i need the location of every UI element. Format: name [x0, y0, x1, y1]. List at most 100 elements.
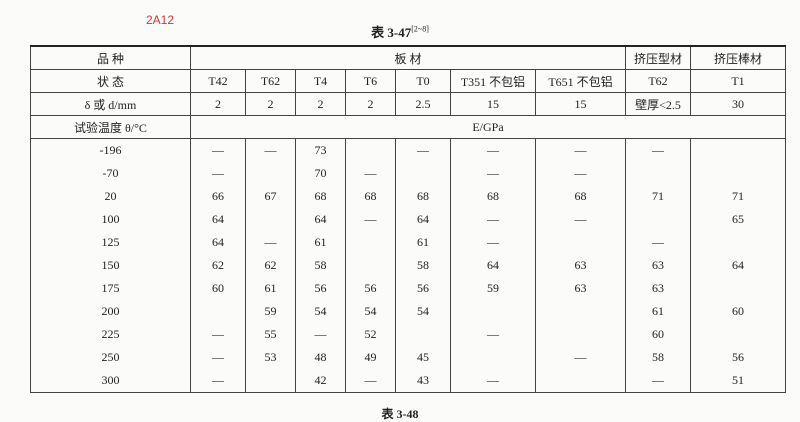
value-cell: —: [190, 323, 246, 346]
data-table: 品 种板 材挤压型材 挤压棒材状 态 T42 T62 T4 T6 T0 T351 不包铝 T65…: [30, 45, 786, 393]
temperature-cell: -196: [30, 138, 191, 162]
value-cell: 52: [345, 323, 396, 346]
title-text: 表 3-47: [371, 25, 412, 40]
data-row: -70—70— — —: [30, 162, 786, 185]
value-cell: —: [345, 208, 396, 231]
value-cell: —: [190, 346, 246, 369]
data-row: 200 59 54 54 54 61 60: [30, 300, 786, 323]
header-cell: 2: [345, 92, 396, 116]
temperature-cell: -70: [30, 162, 191, 185]
value-cell: 42: [295, 369, 346, 393]
value-cell: 64: [190, 208, 246, 231]
value-cell: 62: [245, 254, 296, 277]
value-cell: 58: [395, 254, 451, 277]
temperature-cell: 300: [30, 369, 191, 393]
data-row: 150 62 62 58 58 64 63 63 64: [30, 254, 786, 277]
header-cell: T62: [625, 69, 691, 93]
header-cell: 壁厚<2.5: [625, 92, 691, 116]
value-cell: [245, 369, 296, 393]
value-cell: 49: [345, 346, 396, 369]
value-cell: 61: [245, 277, 296, 300]
value-cell: [535, 231, 626, 254]
value-cell: 65: [690, 208, 786, 231]
data-row: 20 66 67 68 68 68 68 68 71 71: [30, 185, 786, 208]
value-cell: 62: [190, 254, 246, 277]
value-cell: 54: [295, 300, 346, 323]
header-cell: 2: [190, 92, 246, 116]
value-cell: 51: [690, 369, 786, 393]
value-cell: —: [535, 138, 626, 162]
value-cell: 48: [295, 346, 346, 369]
temperature-cell: 125: [30, 231, 191, 254]
header-cell: E/GPa: [190, 115, 786, 139]
value-cell: —: [450, 138, 536, 162]
value-cell: 70: [295, 162, 346, 185]
value-cell: [245, 208, 296, 231]
value-cell: [395, 162, 451, 185]
value-cell: [190, 300, 246, 323]
value-cell: [690, 231, 786, 254]
header-row: 试验温度 θ/°C E/GPa: [30, 115, 786, 139]
header-cell: δ 或 d/mm: [30, 92, 191, 116]
temperature-cell: 175: [30, 277, 191, 300]
value-cell: —: [345, 369, 396, 393]
data-row: 300—42—43— —51: [30, 369, 786, 393]
value-cell: 54: [345, 300, 396, 323]
value-cell: [690, 323, 786, 346]
value-cell: 43: [395, 369, 451, 393]
value-cell: [625, 162, 691, 185]
value-cell: 60: [190, 277, 246, 300]
header-cell: 板 材: [190, 45, 626, 70]
value-cell: 61: [295, 231, 346, 254]
value-cell: 71: [625, 185, 691, 208]
value-cell: [535, 323, 626, 346]
value-cell: —: [295, 323, 346, 346]
value-cell: [450, 346, 536, 369]
value-cell: 64: [690, 254, 786, 277]
value-cell: —: [625, 231, 691, 254]
value-cell: [345, 138, 396, 162]
header-cell: T4: [295, 69, 346, 93]
data-row: -196— —73— — — —: [30, 138, 786, 162]
title-sup: [2~8]: [411, 24, 429, 34]
value-cell: —: [190, 369, 246, 393]
header-cell: T42: [190, 69, 246, 93]
header-cell: 2: [295, 92, 346, 116]
value-cell: 58: [295, 254, 346, 277]
value-cell: 54: [395, 300, 451, 323]
table-title: 表 3-47[2~8]: [0, 22, 800, 41]
value-cell: [535, 300, 626, 323]
value-cell: —: [450, 208, 536, 231]
value-cell: —: [535, 208, 626, 231]
temperature-cell: 100: [30, 208, 191, 231]
header-cell: 试验温度 θ/°C: [30, 115, 191, 139]
header-cell: T0: [395, 69, 451, 93]
value-cell: [345, 231, 396, 254]
value-cell: —: [450, 231, 536, 254]
value-cell: 63: [535, 254, 626, 277]
value-cell: 66: [190, 185, 246, 208]
value-cell: 73: [295, 138, 346, 162]
data-row: 250—53 48 49 45—58 56: [30, 346, 786, 369]
label: 2A12: [146, 13, 175, 27]
header-cell: 挤压棒材: [690, 45, 786, 70]
value-cell: 61: [395, 231, 451, 254]
header-row: 状 态 T42 T62 T4 T6 T0 T351 不包铝 T651 不包铝 T62 T1: [30, 69, 786, 93]
value-cell: [245, 162, 296, 185]
value-cell: 63: [625, 277, 691, 300]
value-cell: 59: [245, 300, 296, 323]
value-cell: 56: [690, 346, 786, 369]
data-row: 125 64—61 61— —: [30, 231, 786, 254]
value-cell: —: [535, 162, 626, 185]
data-row: 100 64 64—64— —65: [30, 208, 786, 231]
header-row: 品 种板 材挤压型材 挤压棒材: [30, 45, 786, 70]
value-cell: 45: [395, 346, 451, 369]
value-cell: —: [190, 138, 246, 162]
value-cell: 71: [690, 185, 786, 208]
value-cell: 67: [245, 185, 296, 208]
value-cell: [690, 138, 786, 162]
data-row: 175 60 61 56 56 56 59 63 63: [30, 277, 786, 300]
value-cell: [690, 162, 786, 185]
header-cell: 15: [535, 92, 626, 116]
